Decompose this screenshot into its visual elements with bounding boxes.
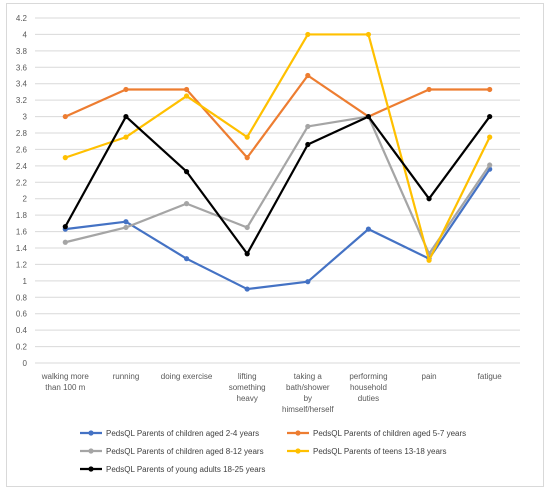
y-tick-label: 2.4 (16, 162, 28, 171)
series-line (65, 168, 491, 291)
data-point (123, 134, 129, 140)
legend: PedsQL Parents of children aged 2-4 year… (80, 429, 466, 474)
legend-marker (88, 448, 94, 454)
data-point (183, 169, 190, 175)
data-point (487, 162, 493, 168)
legend-item: PedsQL Parents of children aged 5-7 year… (287, 429, 466, 438)
legend-marker (88, 430, 94, 436)
data-point (426, 257, 432, 263)
data-point (183, 201, 190, 207)
series-line (65, 115, 491, 255)
data-point (244, 224, 250, 231)
gridlines (35, 17, 520, 364)
y-tick-label: 1.6 (16, 228, 28, 237)
y-tick-label: 4.2 (16, 14, 28, 23)
legend-item: PedsQL Parents of children aged 2-4 year… (80, 429, 259, 438)
data-point (365, 226, 372, 232)
x-category-label: running (113, 372, 140, 381)
legend-label: PedsQL Parents of young adults 18-25 yea… (106, 465, 265, 474)
legend-label: PedsQL Parents of children aged 8-12 yea… (106, 447, 264, 456)
data-point (183, 256, 190, 262)
data-point (487, 86, 493, 93)
data-point (123, 86, 129, 93)
y-tick-label: 3.8 (16, 47, 28, 56)
data-point (123, 224, 129, 231)
y-tick-label: 2.6 (16, 145, 28, 154)
data-point (123, 219, 129, 225)
data-point (426, 196, 432, 202)
y-tick-label: 3.6 (16, 63, 28, 72)
data-point (62, 155, 68, 161)
series-line (64, 74, 490, 159)
y-tick-label: 1.4 (16, 244, 28, 253)
data-point (305, 72, 311, 79)
y-tick-label: 3.2 (16, 96, 28, 105)
y-tick-label: 0.4 (16, 326, 28, 335)
x-category-label: performing household duties (349, 372, 387, 403)
data-point (244, 286, 250, 292)
legend-marker (88, 466, 94, 472)
x-category-label: lifting something heavy (229, 372, 266, 403)
y-tick-label: 0.6 (16, 310, 28, 319)
legend-item: PedsQL Parents of children aged 8-12 yea… (80, 447, 264, 456)
x-category-label: fatigue (478, 372, 503, 381)
series-lines (62, 31, 493, 292)
data-point (365, 31, 372, 38)
data-point (123, 113, 129, 120)
data-point (183, 86, 190, 93)
legend-label: PedsQL Parents of children aged 5-7 year… (313, 429, 466, 438)
y-tick-label: 1.8 (16, 211, 28, 220)
series-line (64, 33, 491, 262)
y-tick-label: 0.8 (16, 293, 28, 302)
legend-item: PedsQL Parents of young adults 18-25 yea… (80, 465, 265, 474)
data-point (62, 224, 68, 230)
y-axis-ticks: 0 0.2 0.4 0.6 0.8 1 1.2 1.4 1.6 1.8 2 2.2 2.4 2.6 2.8 3… (16, 14, 28, 368)
data-point (305, 141, 311, 148)
data-point (305, 31, 311, 38)
legend-item: PedsQL Parents of teens 13-18 years (287, 447, 447, 456)
legend-label: PedsQL Parents of teens 13-18 years (313, 447, 447, 456)
data-point (244, 155, 250, 161)
x-axis-categories: walking more than 100 m running doing exerc… (41, 372, 503, 414)
y-tick-label: 3.4 (16, 80, 28, 89)
x-category-label: taking a bath/shower by himself/herself (282, 372, 334, 414)
data-point (487, 113, 493, 120)
x-category-label: doing exercise (161, 372, 213, 381)
y-tick-label: 1.2 (16, 260, 28, 269)
data-point (183, 93, 190, 99)
legend-marker (295, 430, 301, 436)
data-point (426, 86, 432, 93)
y-tick-label: 3 (23, 113, 28, 122)
y-tick-label: 2.2 (16, 178, 28, 187)
y-tick-label: 2 (23, 195, 28, 204)
y-tick-label: 0.2 (16, 343, 28, 352)
data-point (365, 113, 372, 120)
data-point (305, 279, 311, 285)
data-point (244, 251, 250, 257)
data-point (62, 239, 68, 245)
legend-marker (295, 448, 301, 454)
series-line (64, 115, 491, 255)
data-point (62, 113, 68, 120)
legend-label: PedsQL Parents of children aged 2-4 year… (106, 429, 259, 438)
data-point (487, 134, 493, 140)
y-tick-label: 0 (23, 359, 28, 368)
data-point (305, 123, 311, 130)
x-category-label: walking more than 100 m (41, 372, 90, 392)
data-point (244, 134, 250, 140)
y-tick-label: 1 (23, 277, 28, 286)
x-category-label: pain (422, 372, 437, 381)
y-tick-label: 2.8 (16, 129, 28, 138)
y-tick-label: 4 (23, 30, 28, 39)
